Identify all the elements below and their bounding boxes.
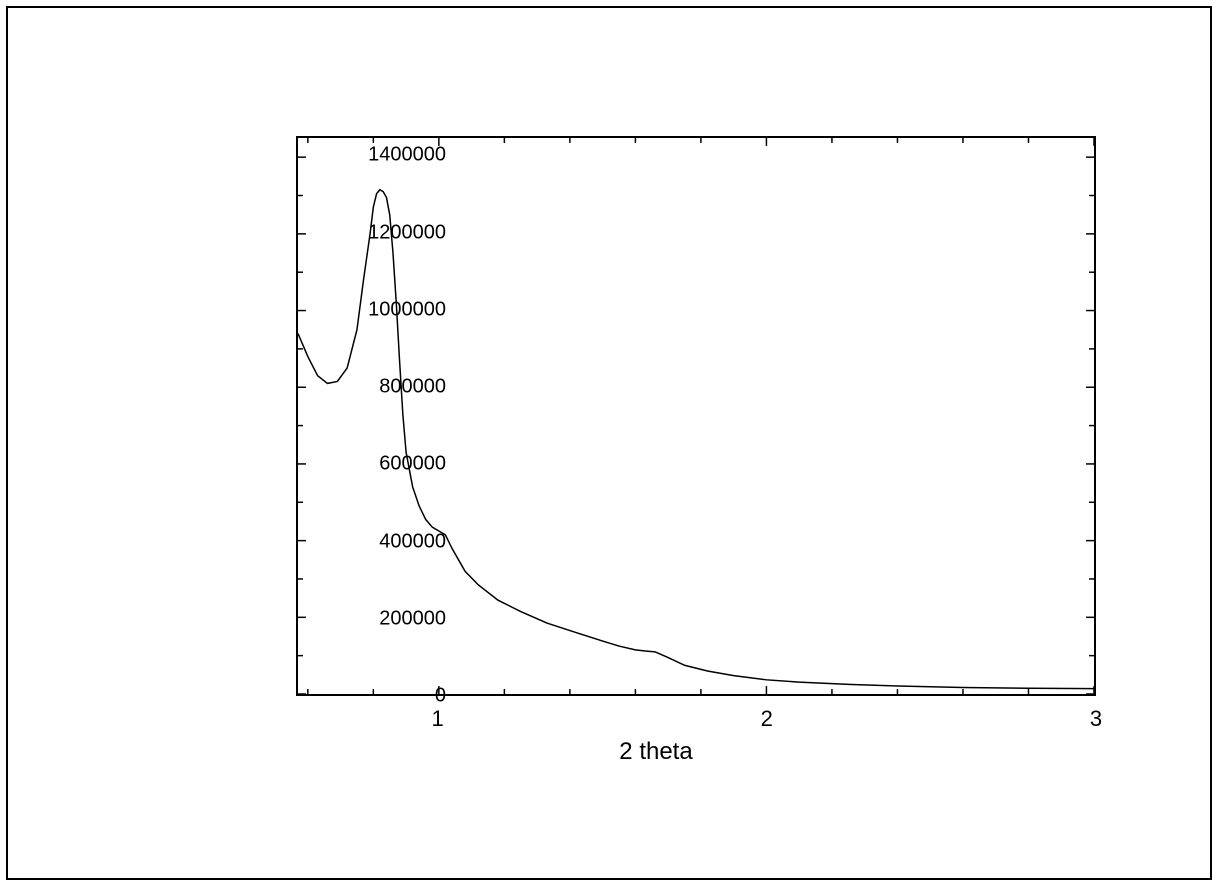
y-tick-label: 600000 [306, 453, 446, 476]
y-tick-label: 1200000 [306, 221, 446, 244]
y-tick-label: 200000 [306, 607, 446, 630]
y-tick-label: 800000 [306, 376, 446, 399]
y-tick-label: 0 [306, 685, 446, 708]
y-tick-label: 1000000 [306, 298, 446, 321]
x-tick-label: 1 [418, 706, 458, 732]
x-tick-label: 3 [1076, 706, 1116, 732]
outer-frame: 0 200000 400000 600000 800000 1000000 1200000 1… [6, 6, 1212, 880]
chart-container: 0 200000 400000 600000 800000 1000000 1200000 1… [176, 106, 1136, 806]
y-tick-label: 1400000 [306, 144, 446, 167]
x-tick-label: 2 [747, 706, 787, 732]
y-tick-label: 400000 [306, 530, 446, 553]
inner-area: 0 200000 400000 600000 800000 1000000 1200000 1… [26, 26, 1192, 860]
x-axis-label: 2 theta [556, 738, 756, 766]
